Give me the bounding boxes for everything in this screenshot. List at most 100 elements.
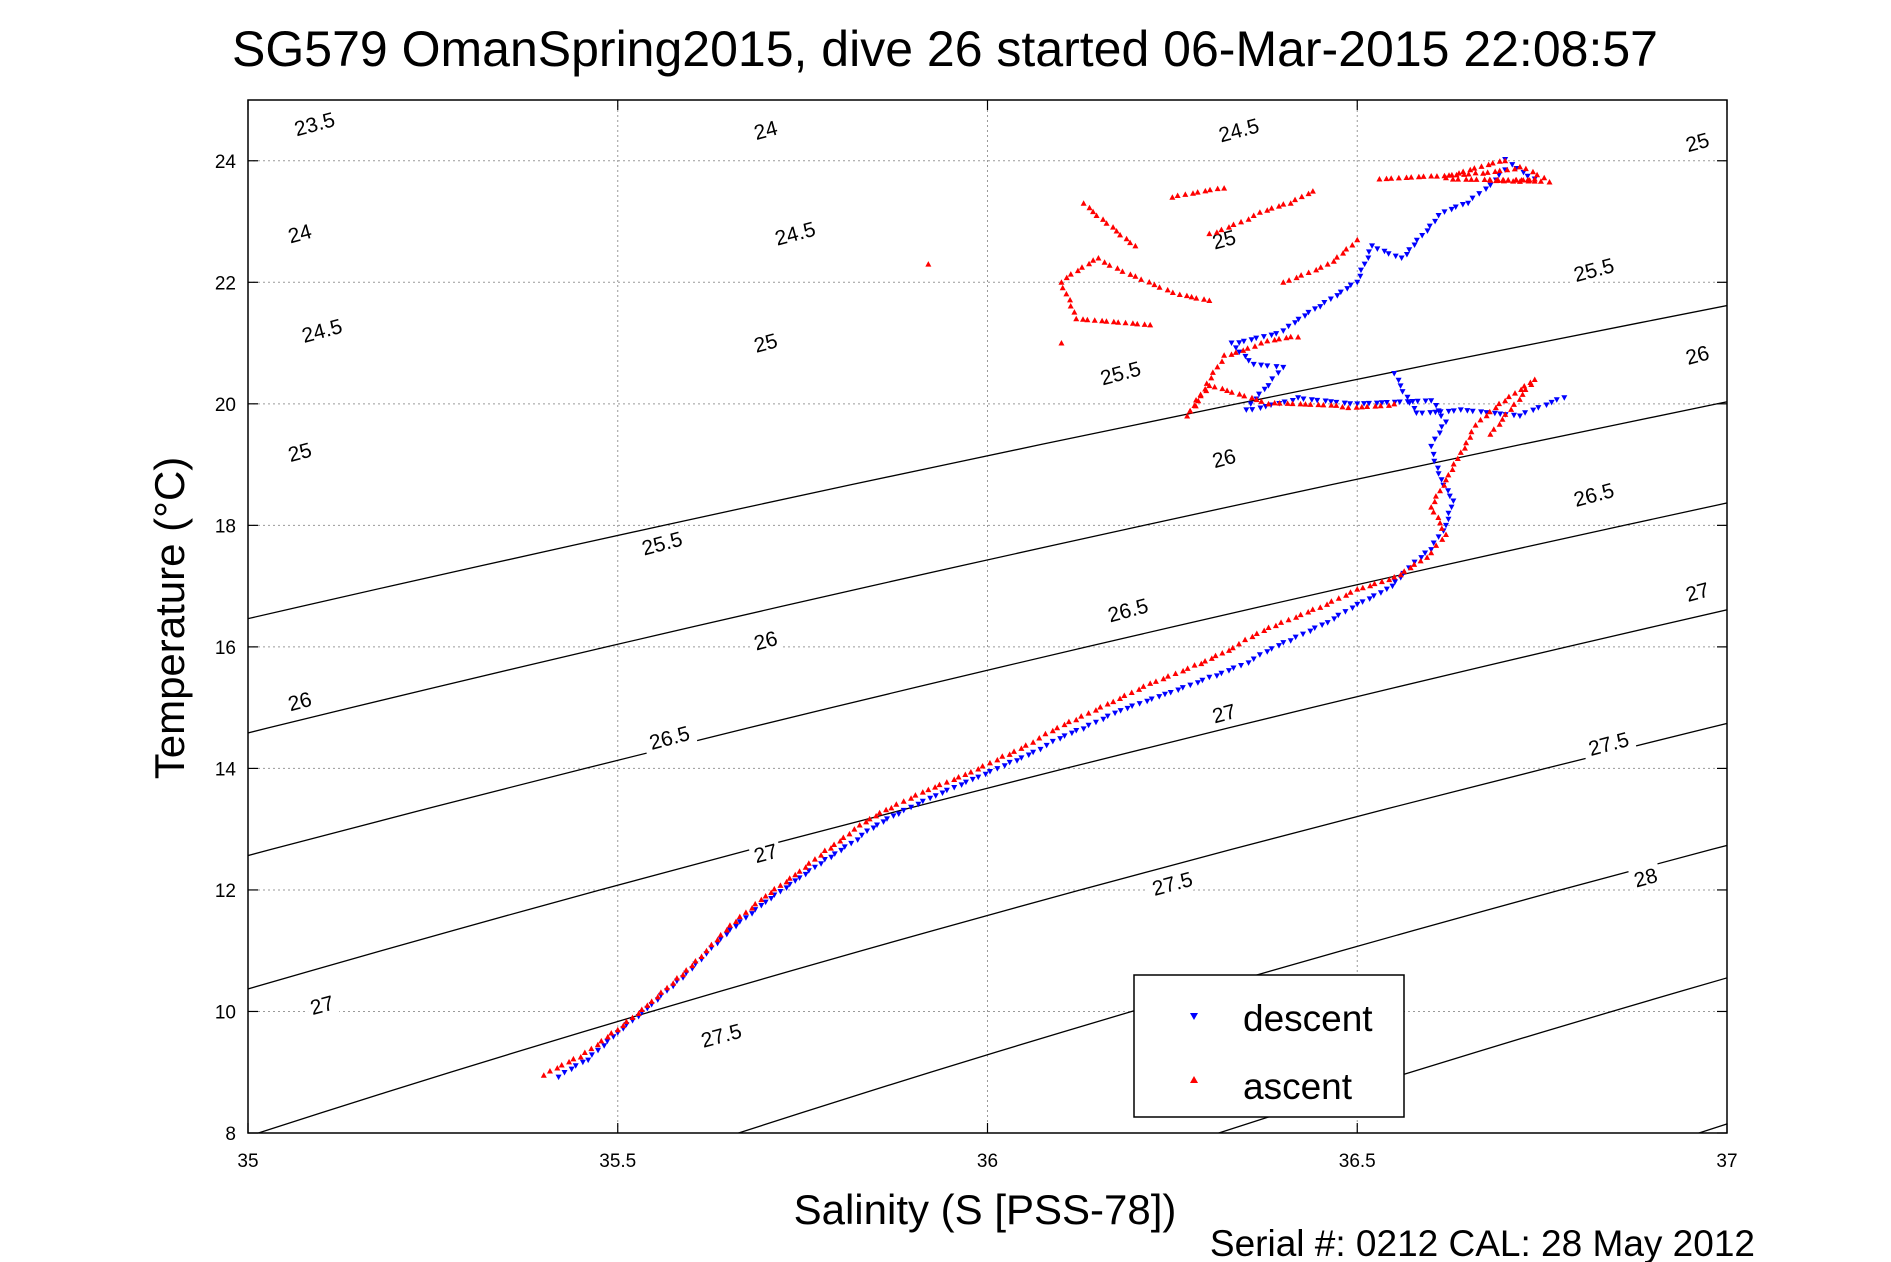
descent-sample-point (986, 768, 993, 775)
ascent-sample-point (1437, 519, 1444, 526)
descent-sample-point (1438, 424, 1445, 430)
ascent-sample-point (1441, 482, 1448, 488)
ascent-sample-point (1516, 396, 1523, 402)
descent-sample-point (1365, 249, 1372, 255)
ascent-sample-point (1432, 493, 1439, 499)
ascent-sample-point (1129, 320, 1136, 326)
ascent-point (1132, 273, 1139, 279)
descent-sample-point (958, 782, 965, 788)
descent-point (1250, 656, 1257, 663)
ascent-sample-point (1502, 411, 1509, 417)
ascent-sample-point (1486, 408, 1493, 415)
ascent-point (1317, 604, 1324, 610)
descent-sample-point (1361, 261, 1368, 268)
descent-point (1442, 522, 1449, 529)
ascent-sample-point (1496, 167, 1503, 174)
descent-sample-point (1431, 436, 1438, 443)
ascent-sample-point (1251, 343, 1258, 349)
descent-sample-point (951, 785, 958, 791)
descent-sample-point (1187, 682, 1194, 689)
svg-text:24.5: 24.5 (299, 315, 344, 348)
descent-sample-point (1543, 402, 1550, 408)
ascent-sample-point (1529, 168, 1536, 175)
ascent-point (1442, 174, 1449, 181)
descent-sample-point (1422, 398, 1429, 405)
ascent-sample-point (629, 1014, 636, 1021)
ascent-sample-point (1333, 254, 1340, 260)
descent-sample-point (1446, 493, 1453, 500)
descent-sample-point (1030, 749, 1037, 756)
descent-sample-point (1292, 320, 1299, 326)
descent-sample-point (1025, 752, 1032, 759)
ascent-sample-point (594, 1041, 601, 1048)
descent-sample-point (777, 888, 784, 895)
ascent-sample-point (967, 769, 974, 775)
ascent-sample-point (1461, 445, 1468, 451)
ascent-sample-point (1151, 281, 1158, 288)
ascent-sample-point (1059, 284, 1066, 291)
ascent-sample-point (1358, 403, 1365, 410)
x-tick-label: 36.5 (1339, 1151, 1376, 1172)
isopycnal-label: 26 (1206, 442, 1242, 473)
ascent-sample-point (1395, 174, 1402, 181)
descent-point (1117, 708, 1124, 714)
ascent-sample-point (1483, 412, 1490, 419)
ascent-point (1110, 698, 1117, 705)
descent-sample-point (579, 1059, 586, 1066)
descent-point (1280, 328, 1287, 334)
ascent-sample-point (1438, 525, 1445, 531)
descent-sample-point (1445, 488, 1452, 494)
ascent-sample-point (1328, 402, 1335, 408)
descent-sample-point (1268, 646, 1275, 652)
isopycnal-label: 24 (747, 113, 784, 145)
descent-sample-point (1092, 719, 1099, 726)
isopycnal-label: 26 (1679, 338, 1715, 370)
ascent-sample-point (1253, 396, 1260, 403)
descent-sample-point (595, 1047, 602, 1054)
descent-sample-point (1436, 430, 1443, 437)
ascent-sample-point (943, 779, 950, 785)
descent-sample-point (1253, 335, 1260, 342)
ascent-sample-point (1450, 460, 1457, 467)
ascent-sample-point (955, 774, 962, 780)
descent-sample-point (1437, 409, 1444, 415)
descent-point (1354, 601, 1361, 608)
ascent-sample-point (1218, 226, 1225, 233)
ascent-point (1339, 403, 1346, 410)
descent-point (1324, 620, 1331, 626)
descent-sample-point (1361, 401, 1368, 407)
ascent-sample-point (1292, 196, 1299, 203)
descent-sample-point (1392, 579, 1399, 585)
ascent-sample-point (1289, 400, 1296, 407)
descent-sample-point (1289, 397, 1296, 404)
ascent-sample-point (1174, 192, 1181, 198)
ascent-sample-point (1456, 170, 1463, 176)
isopycnal-line (256, 722, 1727, 1133)
descent-point (1295, 395, 1302, 401)
isopycnal-label: 27 (1679, 575, 1715, 607)
ascent-sample-point (1117, 231, 1124, 238)
y-tick-label: 22 (215, 273, 236, 294)
descent-sample-point (1225, 668, 1232, 674)
ascent-point (1250, 212, 1257, 218)
ascent-sample-point (752, 900, 759, 907)
ascent-sample-point (1340, 250, 1347, 256)
ascent-sample-point (876, 809, 883, 816)
ascent-sample-point (1100, 216, 1107, 222)
descent-sample-point (848, 840, 855, 847)
ascent-sample-point (1141, 321, 1148, 327)
descent-point (1435, 212, 1442, 219)
ascent-sample-point (1280, 201, 1287, 207)
descent-sample-point (1377, 590, 1384, 596)
descent-sample-point (1280, 640, 1287, 646)
descent-sample-point (1049, 738, 1056, 745)
descent-sample-point (1136, 701, 1143, 707)
isopycnal-line (248, 609, 1727, 990)
descent-sample-point (864, 828, 871, 835)
ascent-point (1428, 549, 1435, 556)
ascent-sample-point (1219, 650, 1226, 656)
isopycnal-label: 26.5 (641, 718, 698, 756)
ascent-sample-point (1197, 391, 1204, 397)
ascent-point (1391, 574, 1398, 580)
ascent-sample-point (1511, 165, 1518, 172)
